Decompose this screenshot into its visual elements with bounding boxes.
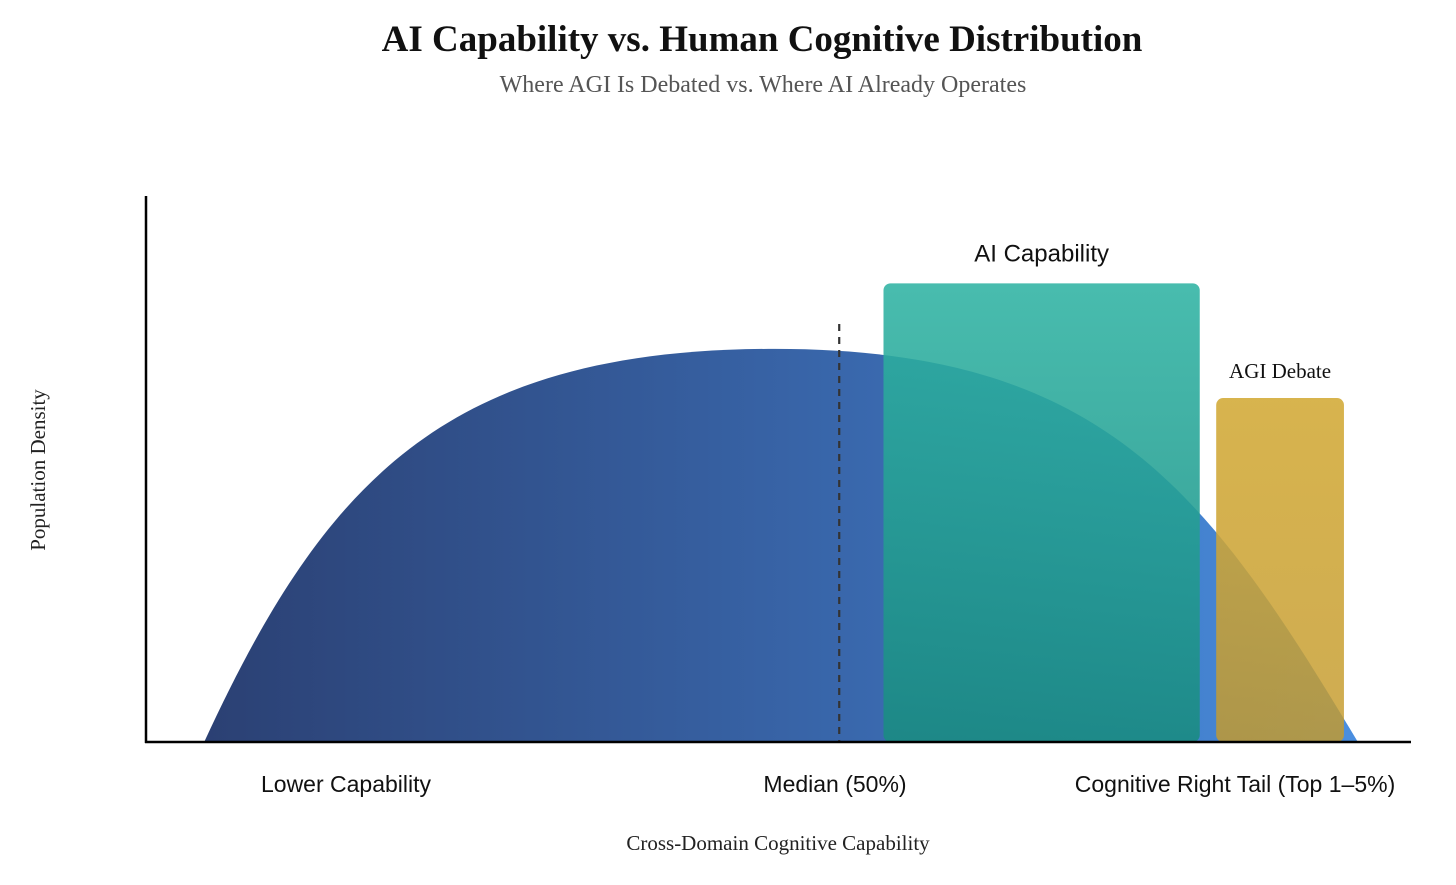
x-axis-label: Cross-Domain Cognitive Capability	[626, 831, 930, 855]
chart-title: AI Capability vs. Human Cognitive Distri…	[381, 19, 1143, 60]
x-tick-label-lower: Lower Capability	[261, 771, 432, 797]
x-tick-label-median: Median (50%)	[763, 771, 906, 797]
y-axis-label: Population Density	[26, 389, 50, 551]
agi-debate-bar	[1216, 398, 1344, 742]
ai-capability-label: AI Capability	[974, 240, 1109, 267]
x-tick-label-right-tail: Cognitive Right Tail (Top 1–5%)	[1075, 771, 1395, 797]
ai-capability-bar	[883, 283, 1200, 742]
agi-debate-label: AGI Debate	[1229, 359, 1331, 383]
chart-subtitle: Where AGI Is Debated vs. Where AI Alread…	[499, 72, 1027, 98]
